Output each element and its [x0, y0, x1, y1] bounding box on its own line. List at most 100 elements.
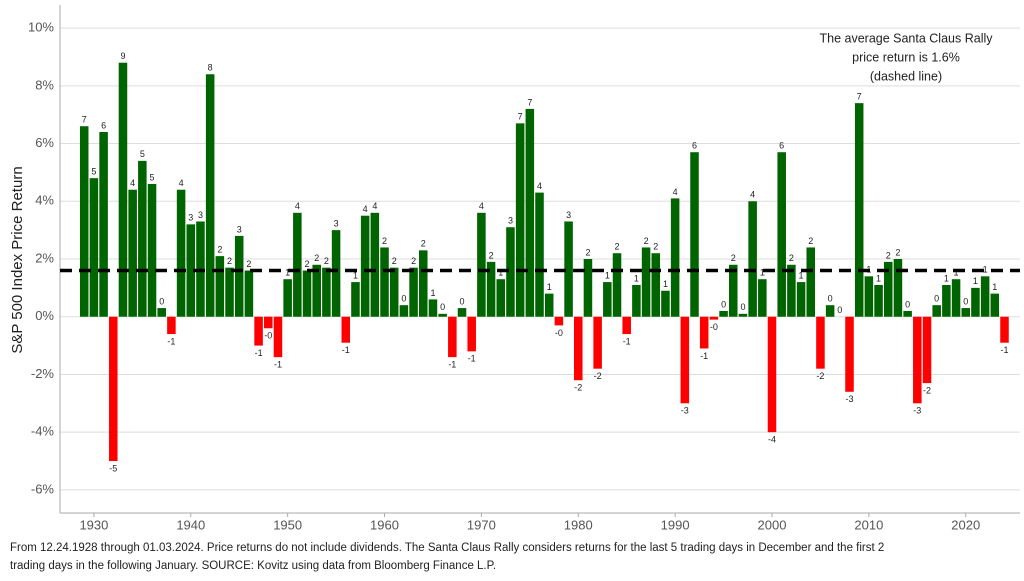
- x-tick-label: 2020: [951, 517, 980, 532]
- value-label: -1: [274, 360, 282, 370]
- value-label: 4: [363, 204, 368, 214]
- value-label: 1: [634, 273, 639, 283]
- bar: [525, 108, 535, 317]
- annotation: The average Santa Claus Rally: [819, 31, 993, 45]
- bar: [777, 152, 786, 317]
- value-label: 0: [828, 294, 833, 304]
- value-label: 1: [983, 265, 988, 275]
- value-label: -1: [448, 360, 456, 370]
- bar: [913, 316, 922, 404]
- y-tick-label: 10%: [28, 20, 54, 35]
- x-tick-label: 1940: [176, 517, 205, 532]
- bar: [728, 264, 738, 317]
- bar: [467, 316, 476, 352]
- bar: [128, 189, 137, 317]
- bar: [244, 270, 254, 317]
- bar: [738, 313, 748, 317]
- y-tick-label: 6%: [35, 135, 54, 150]
- bar: [690, 152, 699, 317]
- value-label: 1: [285, 268, 290, 278]
- value-label: 2: [789, 253, 794, 263]
- value-label: 0: [934, 294, 939, 304]
- bar: [360, 215, 370, 317]
- value-label: -3: [913, 406, 921, 416]
- value-label: 2: [227, 256, 232, 266]
- bar: [157, 308, 166, 317]
- value-label: 2: [246, 259, 251, 269]
- value-label: 2: [314, 253, 319, 263]
- value-label: -0: [710, 322, 718, 332]
- value-label: 2: [324, 256, 329, 266]
- value-label: -1: [623, 336, 631, 346]
- value-label: 1: [430, 288, 435, 298]
- x-tick-label: 1930: [79, 517, 108, 532]
- value-label: 1: [663, 279, 668, 289]
- bar: [351, 282, 360, 317]
- bar: [854, 103, 864, 317]
- bar: [990, 293, 1000, 317]
- bar: [864, 276, 874, 317]
- bar: [215, 256, 225, 317]
- value-label: -2: [594, 371, 602, 381]
- bar: [389, 267, 399, 317]
- value-label: 1: [760, 268, 765, 278]
- bar: [816, 316, 825, 369]
- bar: [147, 183, 157, 317]
- value-label: 0: [963, 296, 968, 306]
- value-label: 7: [857, 92, 862, 102]
- bar: [612, 253, 622, 317]
- bar: [893, 259, 903, 317]
- value-label: 3: [566, 210, 571, 220]
- bar: [622, 316, 631, 335]
- value-label: 1: [353, 270, 358, 280]
- value-label: 2: [808, 236, 813, 246]
- bar: [932, 305, 941, 317]
- bar: [961, 308, 971, 317]
- value-label: 0: [837, 305, 842, 315]
- value-label: -1: [167, 336, 175, 346]
- bar: [448, 316, 457, 358]
- value-label: 0: [905, 299, 910, 309]
- value-label: 7: [518, 112, 523, 122]
- value-label: 0: [721, 299, 726, 309]
- value-label: 2: [886, 250, 891, 260]
- bar: [583, 259, 593, 317]
- value-label: -1: [468, 354, 476, 364]
- x-tick-label: 1970: [467, 517, 496, 532]
- value-label: 2: [421, 239, 426, 249]
- value-label: 2: [731, 253, 736, 263]
- value-label: 0: [159, 296, 164, 306]
- bar: [980, 276, 990, 317]
- bar: [331, 230, 341, 317]
- value-label: -5: [109, 463, 117, 473]
- bar: [641, 247, 651, 317]
- value-label: -1: [700, 351, 708, 361]
- footnote: From 12.24.1928 through 01.03.2024. Pric…: [10, 542, 884, 554]
- x-tick-label: 1960: [370, 517, 399, 532]
- bar: [903, 310, 912, 317]
- bar: [699, 316, 709, 349]
- value-label: -2: [816, 371, 824, 381]
- bar: [554, 316, 564, 326]
- value-label: 4: [537, 181, 542, 191]
- value-label: 2: [895, 247, 900, 257]
- value-label: 7: [527, 97, 532, 107]
- value-label: -4: [768, 435, 776, 445]
- bar: [496, 279, 506, 317]
- value-label: 3: [237, 224, 242, 234]
- x-tick-label: 2010: [854, 517, 883, 532]
- value-label: 1: [498, 268, 503, 278]
- x-tick-label: 1980: [564, 517, 593, 532]
- y-tick-label: 2%: [35, 250, 54, 265]
- value-label: 4: [673, 187, 678, 197]
- bar: [409, 267, 418, 317]
- bar: [283, 279, 292, 317]
- bar: [109, 316, 118, 462]
- bar: [225, 267, 234, 317]
- value-label: 5: [91, 167, 96, 177]
- bar: [457, 308, 467, 317]
- value-label: 1: [944, 273, 949, 283]
- bar: [477, 212, 486, 317]
- bar: [89, 178, 99, 317]
